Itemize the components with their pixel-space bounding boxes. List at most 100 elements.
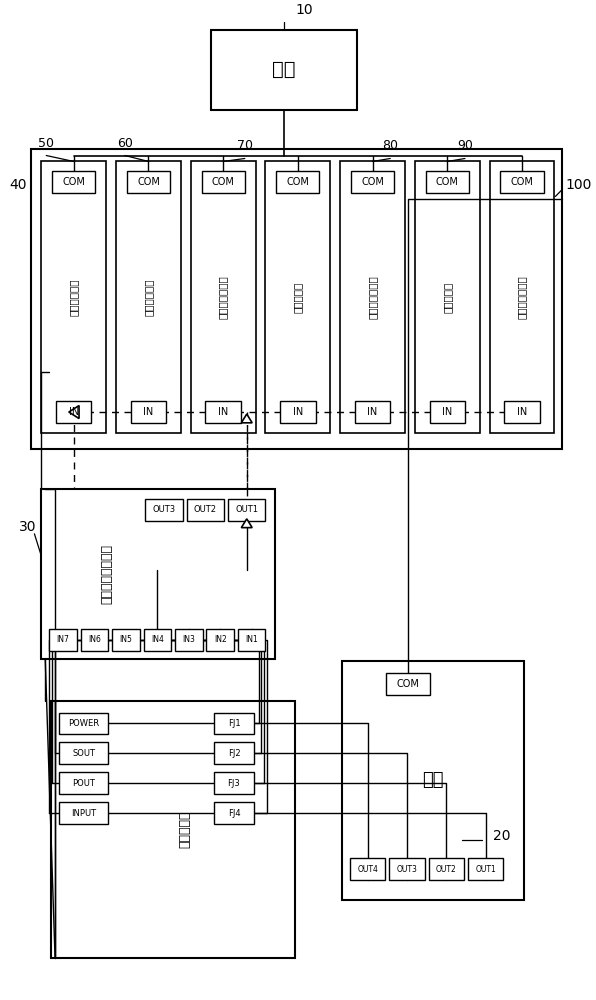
Text: 通讯检测电路板: 通讯检测电路板 bbox=[517, 275, 527, 319]
Text: 10: 10 bbox=[296, 3, 313, 17]
Text: COM: COM bbox=[361, 177, 384, 187]
Bar bbox=[228, 499, 265, 521]
Bar bbox=[355, 401, 390, 423]
Bar bbox=[80, 629, 108, 651]
Text: IN2: IN2 bbox=[214, 635, 226, 644]
Text: IN1: IN1 bbox=[246, 635, 258, 644]
Text: 音频采集板: 音频采集板 bbox=[442, 282, 452, 313]
Text: IN3: IN3 bbox=[182, 635, 195, 644]
Text: COM: COM bbox=[396, 679, 420, 689]
Text: IN: IN bbox=[69, 407, 79, 417]
Bar bbox=[342, 661, 524, 900]
Text: 60: 60 bbox=[117, 137, 133, 150]
Bar bbox=[340, 161, 405, 433]
Text: IN4: IN4 bbox=[151, 635, 164, 644]
Text: IN: IN bbox=[368, 407, 378, 417]
Bar bbox=[191, 161, 256, 433]
Text: OUT1: OUT1 bbox=[235, 505, 258, 514]
Text: FJ4: FJ4 bbox=[228, 809, 240, 818]
Polygon shape bbox=[241, 519, 252, 528]
Bar bbox=[206, 401, 241, 423]
Text: 40: 40 bbox=[9, 178, 26, 192]
Text: OUT2: OUT2 bbox=[194, 505, 217, 514]
Text: OUT2: OUT2 bbox=[436, 865, 457, 874]
Text: OUT3: OUT3 bbox=[396, 865, 417, 874]
Bar bbox=[276, 171, 319, 193]
Bar bbox=[145, 499, 183, 521]
Bar bbox=[389, 858, 425, 880]
Bar bbox=[489, 161, 554, 433]
Bar bbox=[215, 802, 254, 824]
Text: FJ2: FJ2 bbox=[228, 749, 240, 758]
Text: OUT3: OUT3 bbox=[153, 505, 176, 514]
Text: IN: IN bbox=[143, 407, 154, 417]
Bar bbox=[144, 629, 171, 651]
Bar bbox=[56, 401, 91, 423]
Bar bbox=[351, 171, 394, 193]
Text: COM: COM bbox=[511, 177, 533, 187]
Bar bbox=[175, 629, 203, 651]
Bar bbox=[215, 713, 254, 734]
Bar bbox=[265, 161, 330, 433]
Text: IN: IN bbox=[218, 407, 228, 417]
Bar bbox=[116, 161, 181, 433]
Bar bbox=[504, 401, 540, 423]
Text: 继电器阵列电路板: 继电器阵列电路板 bbox=[100, 544, 113, 604]
Text: POWER: POWER bbox=[68, 719, 99, 728]
Text: OUT1: OUT1 bbox=[475, 865, 496, 874]
Text: COM: COM bbox=[63, 177, 85, 187]
Bar bbox=[51, 701, 295, 958]
Bar bbox=[49, 629, 77, 651]
Text: SOUT: SOUT bbox=[72, 749, 95, 758]
Bar bbox=[131, 401, 166, 423]
Text: 视频发生电路板: 视频发生电路板 bbox=[218, 275, 228, 319]
Text: 电源: 电源 bbox=[423, 771, 444, 789]
Bar bbox=[59, 713, 108, 734]
Bar bbox=[201, 171, 245, 193]
Bar bbox=[212, 30, 357, 110]
Bar bbox=[350, 858, 386, 880]
Bar bbox=[426, 171, 469, 193]
Text: 70: 70 bbox=[237, 139, 253, 152]
Bar bbox=[127, 171, 170, 193]
Bar bbox=[41, 161, 106, 433]
Text: IN: IN bbox=[442, 407, 452, 417]
Text: 80: 80 bbox=[382, 139, 398, 152]
Bar bbox=[429, 858, 464, 880]
Bar bbox=[415, 161, 480, 433]
Text: 90: 90 bbox=[457, 139, 473, 152]
Bar bbox=[501, 171, 544, 193]
Text: 电脑: 电脑 bbox=[272, 60, 296, 79]
Bar bbox=[280, 401, 315, 423]
Bar bbox=[468, 858, 504, 880]
Bar bbox=[59, 802, 108, 824]
Text: IN: IN bbox=[517, 407, 527, 417]
Text: 100: 100 bbox=[565, 178, 592, 192]
Bar bbox=[187, 499, 224, 521]
Bar bbox=[59, 742, 108, 764]
Polygon shape bbox=[69, 406, 79, 419]
Text: 待测电路板: 待测电路板 bbox=[179, 811, 192, 848]
Bar bbox=[52, 171, 95, 193]
Polygon shape bbox=[241, 414, 252, 423]
Bar bbox=[215, 742, 254, 764]
Text: 模拟量采集板: 模拟量采集板 bbox=[144, 278, 153, 316]
Text: COM: COM bbox=[436, 177, 459, 187]
Bar bbox=[32, 149, 562, 449]
Bar bbox=[238, 629, 265, 651]
Bar bbox=[41, 489, 275, 659]
Text: IN5: IN5 bbox=[119, 635, 132, 644]
Text: INPUT: INPUT bbox=[71, 809, 96, 818]
Bar bbox=[386, 673, 430, 695]
Text: 开关量控制板: 开关量控制板 bbox=[69, 278, 79, 316]
Text: FJ3: FJ3 bbox=[228, 779, 240, 788]
Bar bbox=[59, 772, 108, 794]
Text: IN: IN bbox=[293, 407, 303, 417]
Text: POUT: POUT bbox=[72, 779, 95, 788]
Text: OUT4: OUT4 bbox=[357, 865, 378, 874]
Text: FJ1: FJ1 bbox=[228, 719, 240, 728]
Text: 50: 50 bbox=[38, 137, 54, 150]
Text: IN6: IN6 bbox=[88, 635, 101, 644]
Bar bbox=[215, 772, 254, 794]
Text: COM: COM bbox=[287, 177, 309, 187]
